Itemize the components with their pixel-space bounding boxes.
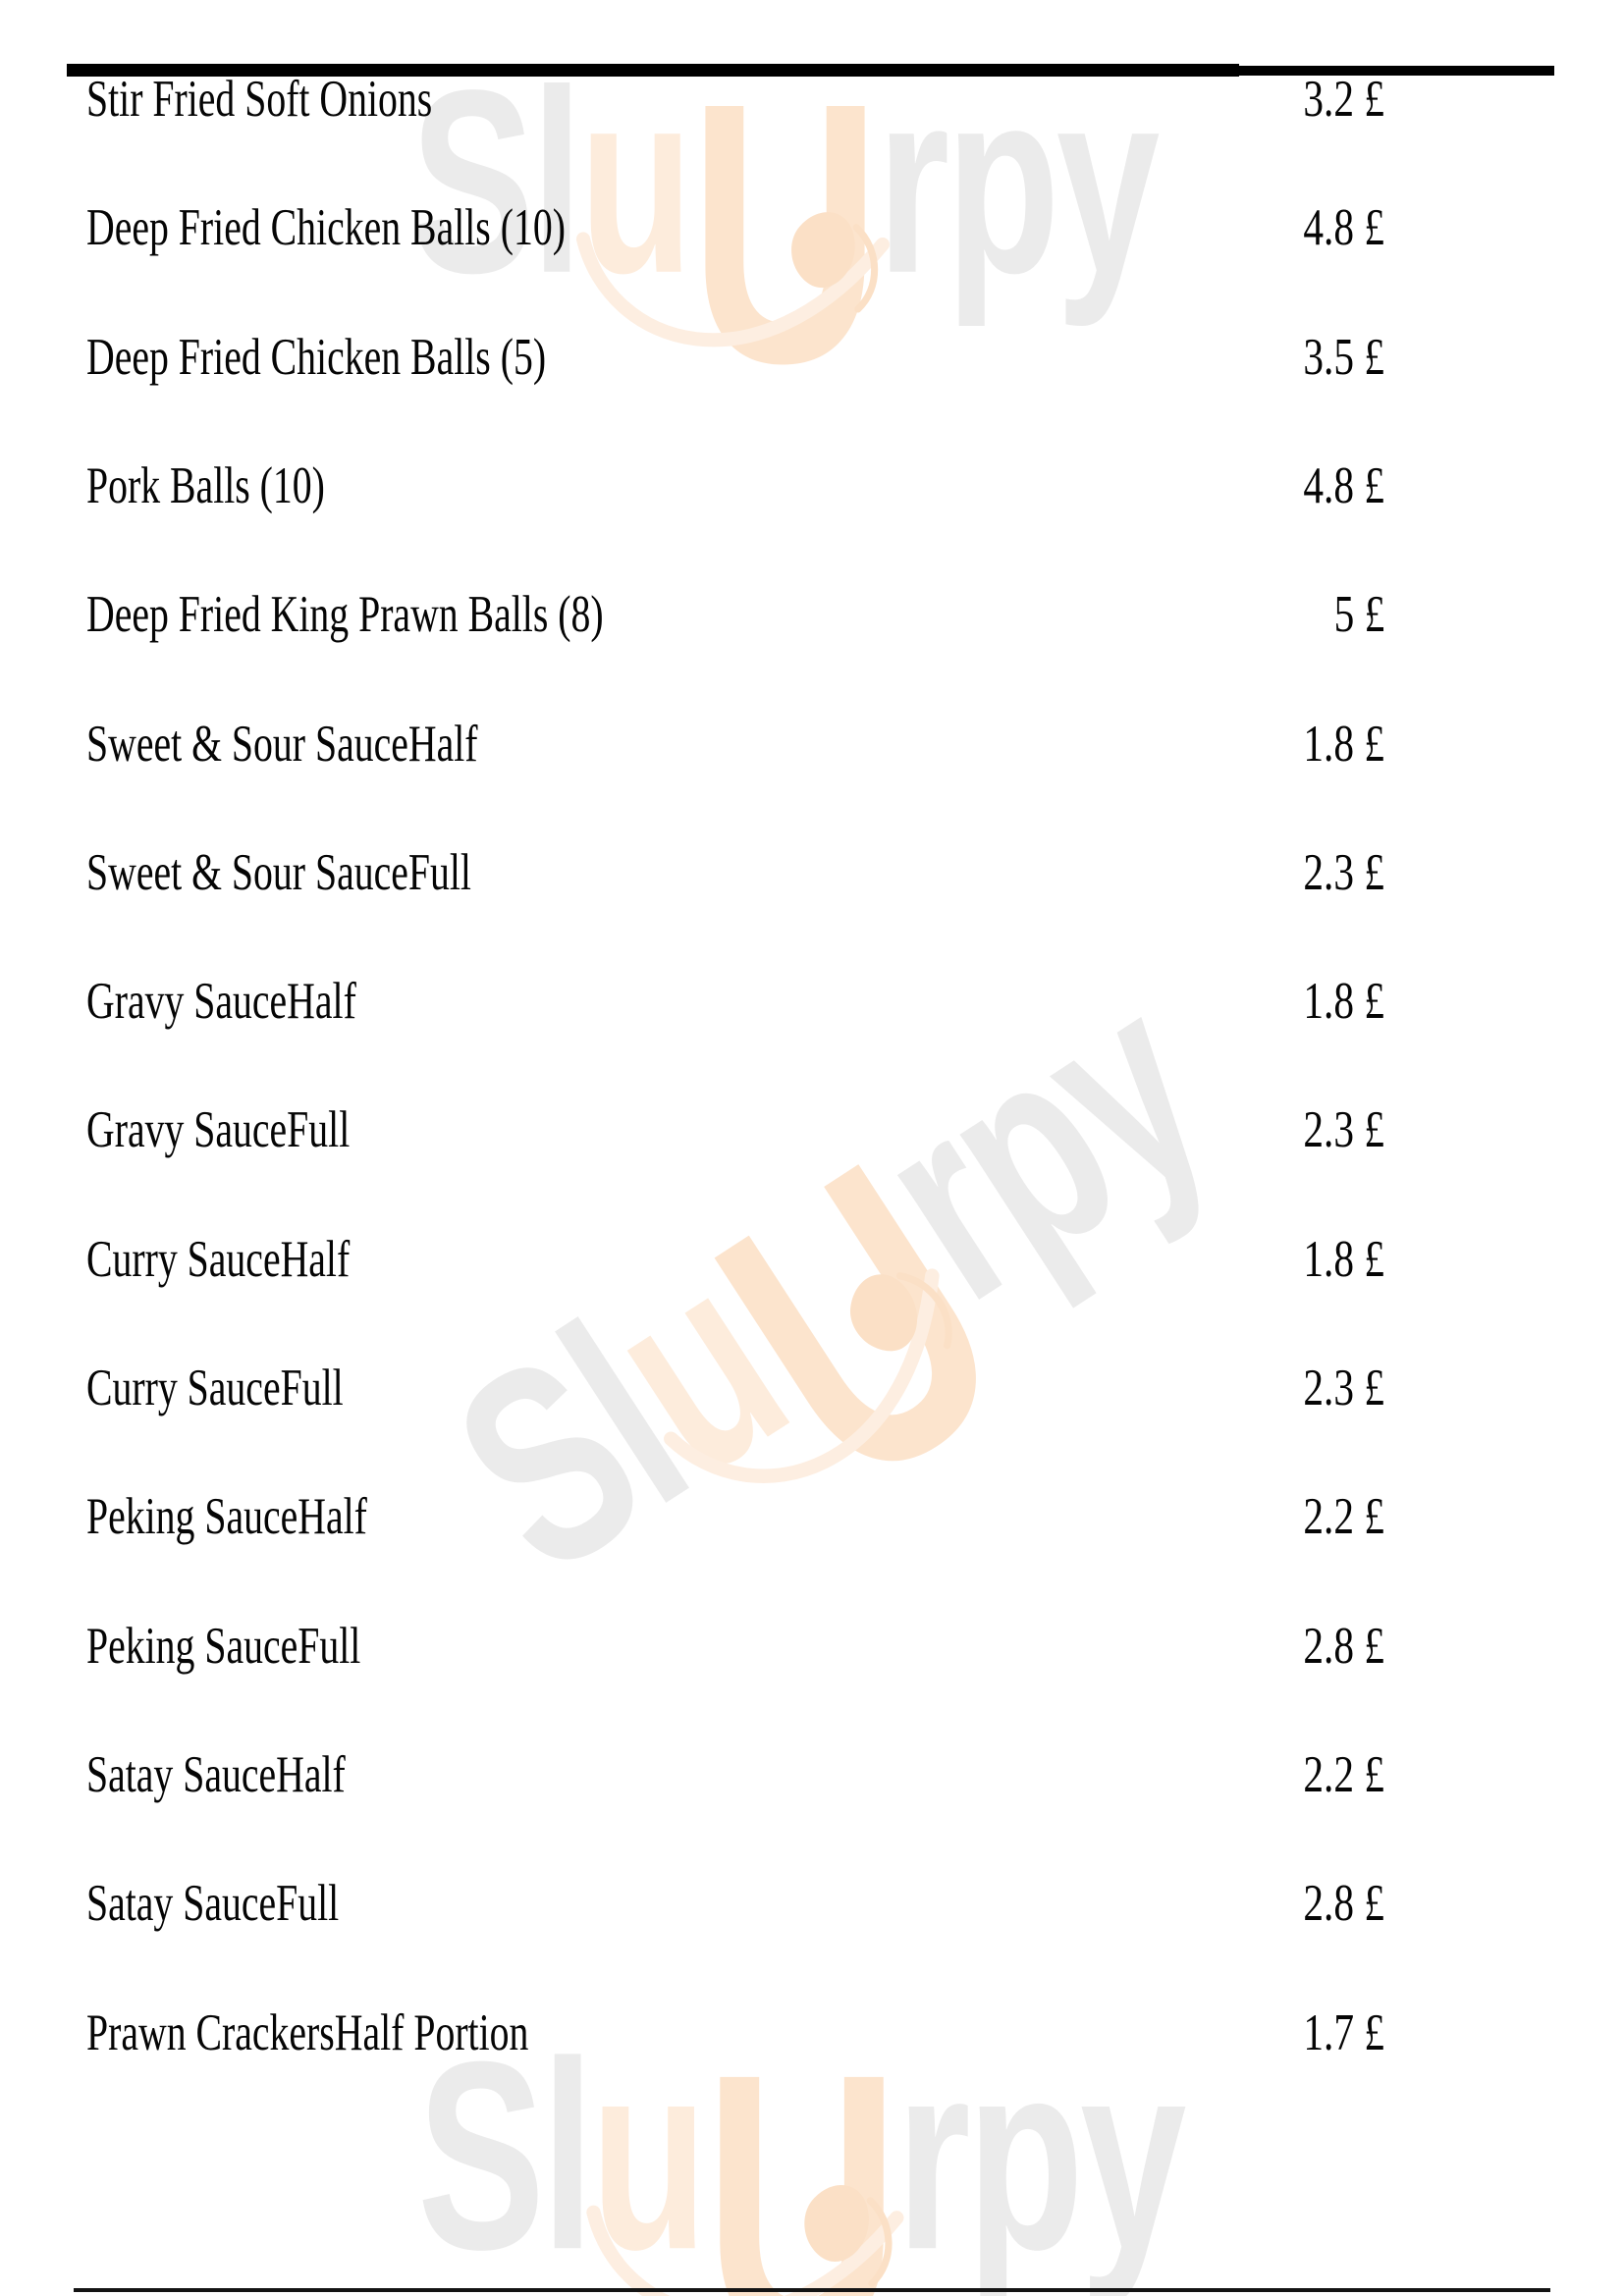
menu-item-name: Gravy SauceHalf bbox=[86, 973, 356, 1031]
menu-item-name: Gravy SauceFull bbox=[86, 1101, 351, 1159]
menu-item-price: 2.2 £ bbox=[1303, 1488, 1384, 1546]
menu-item-row: Prawn CrackersHalf Portion 1.7 £ bbox=[86, 2003, 1384, 2076]
menu-item-price: 5 £ bbox=[1333, 586, 1384, 644]
menu-item-name: Deep Fried Chicken Balls (5) bbox=[86, 328, 547, 386]
menu-item-name: Deep Fried Chicken Balls (10) bbox=[86, 199, 566, 257]
menu-item-price: 3.5 £ bbox=[1303, 328, 1384, 386]
menu-item-price: 4.8 £ bbox=[1303, 456, 1384, 514]
menu-item-price: 1.8 £ bbox=[1303, 715, 1384, 773]
menu-item-name: Sweet & Sour SauceFull bbox=[86, 843, 471, 901]
menu-item-name: Stir Fried Soft Onions bbox=[86, 71, 433, 128]
menu-item-name: Curry SauceFull bbox=[86, 1360, 344, 1416]
menu-item-row: Sweet & Sour SauceHalf 1.8 £ bbox=[86, 715, 1384, 787]
menu-item-name: Satay SauceFull bbox=[86, 1875, 340, 1933]
menu-item-row: Gravy SauceHalf 1.8 £ bbox=[86, 976, 1384, 1044]
menu-item-price: 2.2 £ bbox=[1303, 1745, 1384, 1803]
menu-item-price: 1.7 £ bbox=[1303, 2003, 1384, 2061]
menu-item-name: Sweet & Sour SauceHalf bbox=[86, 715, 478, 773]
menu-item-name: Peking SauceHalf bbox=[86, 1488, 367, 1546]
table-bottom-border bbox=[74, 2288, 1550, 2292]
menu-item-price: 2.8 £ bbox=[1303, 1875, 1384, 1933]
menu-item-price: 2.3 £ bbox=[1303, 1101, 1384, 1159]
menu-item-name: Curry SauceHalf bbox=[86, 1230, 351, 1288]
menu-item-row: Curry SauceFull 2.3 £ bbox=[86, 1362, 1384, 1431]
menu-item-price: 1.8 £ bbox=[1303, 973, 1384, 1031]
menu-item-price: 2.8 £ bbox=[1303, 1617, 1384, 1675]
menu-item-row: Sweet & Sour SauceFull 2.3 £ bbox=[86, 843, 1384, 916]
menu-item-name: Satay SauceHalf bbox=[86, 1745, 346, 1803]
menu-item-name: Deep Fried King Prawn Balls (8) bbox=[86, 586, 604, 644]
menu-item-name: Pork Balls (10) bbox=[86, 456, 325, 514]
menu-item-price: 3.2 £ bbox=[1303, 71, 1384, 128]
menu-item-price: 4.8 £ bbox=[1303, 199, 1384, 257]
menu-item-row: Deep Fried Chicken Balls (5) 3.5 £ bbox=[86, 328, 1384, 400]
menu-item-row: Satay SauceFull 2.8 £ bbox=[86, 1878, 1384, 1947]
table-top-border-left bbox=[67, 64, 1239, 77]
menu-item-row: Deep Fried Chicken Balls (10) 4.8 £ bbox=[86, 202, 1384, 271]
table-top-border-right bbox=[1239, 66, 1554, 76]
menu-item-name: Prawn CrackersHalf Portion bbox=[86, 2003, 529, 2061]
menu-item-row: Pork Balls (10) 4.8 £ bbox=[86, 456, 1384, 529]
menu-item-row: Satay SauceHalf 2.2 £ bbox=[86, 1745, 1384, 1818]
menu-item-row: Peking SauceHalf 2.2 £ bbox=[86, 1491, 1384, 1560]
menu-item-row: Deep Fried King Prawn Balls (8) 5 £ bbox=[86, 589, 1384, 658]
menu-item-row: Curry SauceHalf 1.8 £ bbox=[86, 1230, 1384, 1303]
menu-item-row: Peking SauceFull 2.8 £ bbox=[86, 1617, 1384, 1689]
menu-item-price: 2.3 £ bbox=[1303, 843, 1384, 901]
menu-item-price: 1.8 £ bbox=[1303, 1230, 1384, 1288]
menu-item-price: 2.3 £ bbox=[1303, 1360, 1384, 1416]
menu-item-row: Stir Fried Soft Onions 3.2 £ bbox=[86, 74, 1384, 142]
menu-item-name: Peking SauceFull bbox=[86, 1617, 361, 1675]
menu-item-row: Gravy SauceFull 2.3 £ bbox=[86, 1104, 1384, 1173]
